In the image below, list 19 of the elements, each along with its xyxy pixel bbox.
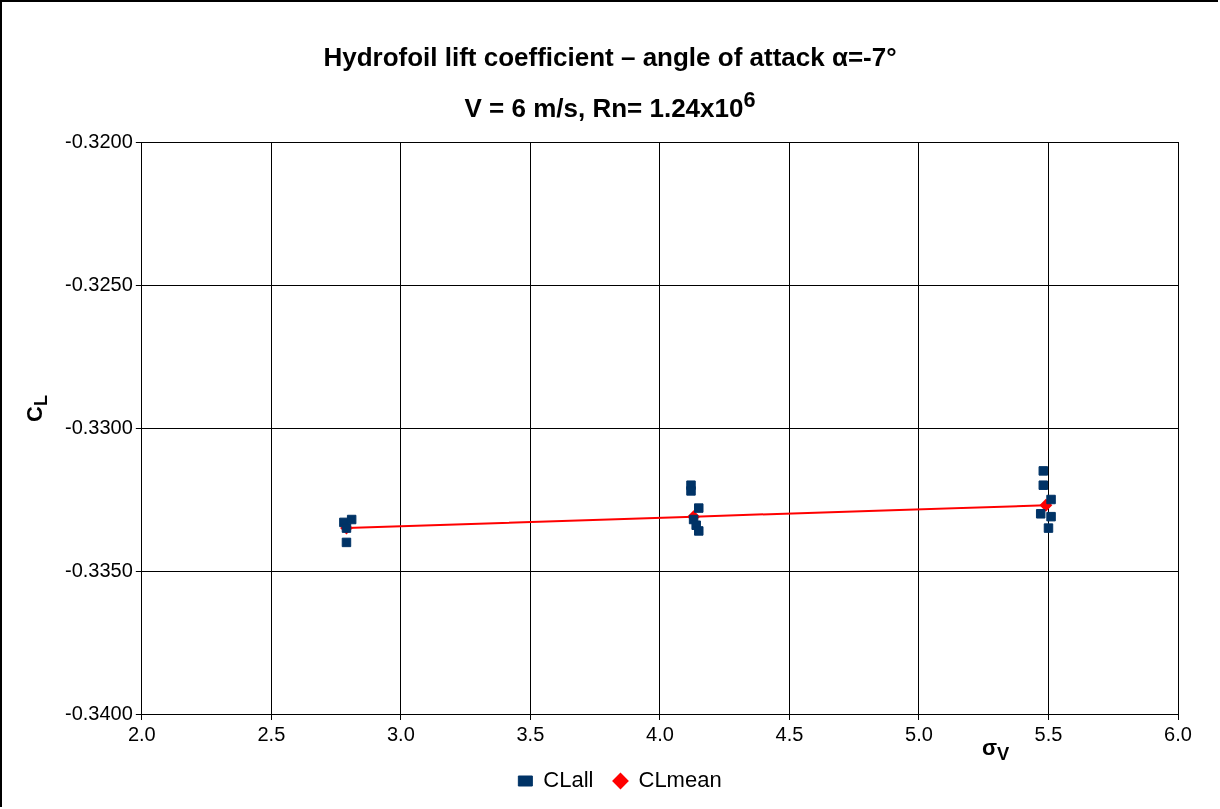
x-tick-label: 2.5 <box>257 722 286 745</box>
x-tick-label: 2.0 <box>127 722 156 745</box>
y-tick-label: -0.3200 <box>64 129 133 152</box>
x-tick-label: 4.5 <box>775 722 804 745</box>
y-tick-label: -0.3300 <box>64 415 133 438</box>
x-tick-label: 4.0 <box>646 722 674 745</box>
y-tick-label: -0.3400 <box>64 701 133 724</box>
x-tick-label: 5.5 <box>1034 722 1063 745</box>
y-tick-label: -0.3250 <box>64 272 133 295</box>
x-tick-label: 5.0 <box>905 722 933 745</box>
y-tick-label: -0.3350 <box>64 558 133 581</box>
x-tick-label: 3.0 <box>386 722 415 745</box>
legend-label: CLall <box>543 767 594 793</box>
chart-title: Hydrofoil lift coefficient – angle of attack α=-7° <box>322 42 898 73</box>
x-tick-label: 6.0 <box>1164 722 1192 745</box>
x-axis-title: σ$_{V}$ <box>982 735 1010 766</box>
legend-label: CLmean <box>638 767 722 793</box>
chart-subtitle: V = 6 m/s, Rn= 1.24x10$^{6}$ <box>463 87 757 124</box>
x-tick-label: 3.5 <box>516 722 545 745</box>
